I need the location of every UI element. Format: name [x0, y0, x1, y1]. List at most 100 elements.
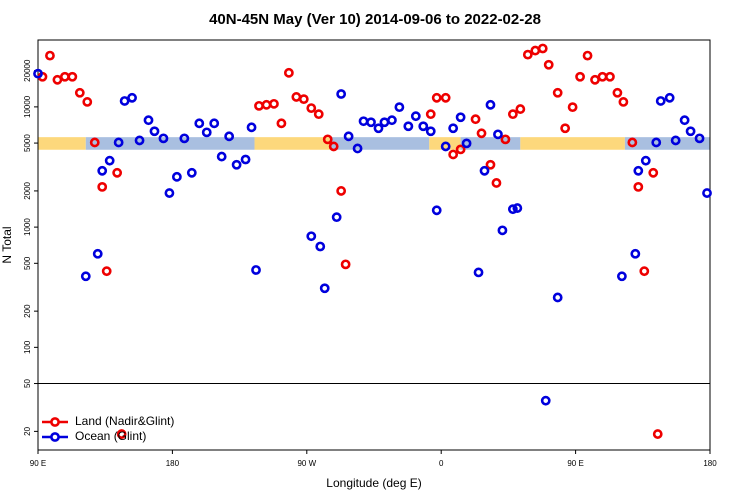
point: [246, 122, 257, 133]
point: [552, 87, 563, 98]
point: [493, 129, 503, 140]
point: [497, 225, 508, 236]
point: [655, 96, 666, 106]
y-tick-label: 20000: [23, 59, 32, 82]
point: [352, 143, 363, 154]
x-tick-label: 180: [703, 459, 717, 468]
point: [448, 123, 459, 134]
point: [522, 49, 533, 60]
point: [143, 115, 154, 126]
plot-frame: [37, 39, 711, 451]
point: [679, 115, 690, 126]
point: [633, 165, 644, 176]
y-tick-label: 2000: [23, 181, 32, 199]
series: [37, 43, 663, 439]
point: [269, 98, 279, 109]
point: [575, 71, 585, 82]
point: [440, 92, 451, 103]
point: [633, 182, 644, 192]
point: [67, 71, 78, 82]
legend-marker: [50, 417, 60, 427]
point: [209, 118, 220, 129]
point: [82, 97, 93, 107]
point: [582, 50, 593, 61]
point: [425, 126, 436, 137]
point: [283, 67, 294, 78]
point: [331, 212, 342, 223]
point: [640, 155, 651, 166]
point: [431, 92, 442, 103]
point: [461, 138, 472, 149]
point: [543, 59, 554, 70]
point: [685, 126, 696, 137]
point: [515, 104, 526, 114]
point: [45, 50, 55, 61]
point: [80, 271, 91, 282]
point: [639, 266, 650, 277]
point: [343, 131, 354, 142]
point: [224, 131, 235, 142]
point: [512, 203, 523, 213]
x-tick-label: 90 E: [567, 459, 583, 468]
mask-band: [520, 137, 625, 150]
point: [313, 109, 324, 120]
legend-label: Ocean (Glint): [75, 429, 146, 443]
point: [605, 71, 615, 82]
point: [630, 248, 641, 259]
point: [328, 141, 339, 152]
point: [186, 167, 197, 178]
mask-band: [85, 137, 255, 150]
y-tick-label: 20: [23, 426, 32, 435]
point: [616, 271, 627, 282]
x-axis-label: Longitude (deg E): [326, 476, 421, 490]
point: [127, 92, 137, 103]
point: [455, 144, 466, 155]
point: [33, 68, 43, 79]
point: [476, 128, 487, 139]
point: [216, 151, 227, 162]
point: [179, 133, 190, 144]
point: [291, 92, 302, 102]
point: [164, 188, 175, 198]
point: [507, 109, 518, 120]
point: [336, 186, 347, 196]
mask-band: [460, 137, 521, 150]
point: [74, 87, 85, 98]
point: [618, 97, 629, 107]
point: [410, 111, 421, 122]
point: [455, 112, 466, 123]
point: [306, 231, 317, 242]
point: [251, 265, 261, 275]
point: [97, 165, 108, 176]
point: [254, 100, 264, 111]
y-axis-label: N Total: [0, 226, 14, 263]
point: [171, 171, 182, 182]
y-tick-label: 10000: [23, 95, 32, 118]
y-tick-label: 100: [23, 340, 32, 354]
point: [612, 87, 623, 98]
point: [306, 103, 317, 113]
point: [315, 241, 326, 252]
y-tick-label: 200: [23, 304, 32, 318]
point: [537, 43, 548, 54]
point: [431, 205, 442, 216]
point: [394, 102, 405, 113]
point: [500, 134, 511, 145]
point: [670, 135, 681, 146]
series: [33, 68, 712, 406]
point: [507, 204, 518, 215]
y-tick-label: 5000: [23, 134, 32, 152]
mask-band: [38, 137, 86, 150]
point: [366, 117, 376, 128]
point: [540, 395, 551, 406]
point: [440, 141, 451, 152]
point: [322, 134, 333, 145]
point: [485, 159, 496, 170]
legend-label: Land (Nadir&Glint): [75, 414, 174, 428]
chart-title: 40N-45N May (Ver 10) 2014-09-06 to 2022-…: [209, 11, 541, 28]
point: [240, 154, 251, 165]
point: [648, 167, 659, 178]
point: [552, 292, 563, 303]
point: [158, 133, 169, 144]
point: [112, 167, 123, 178]
